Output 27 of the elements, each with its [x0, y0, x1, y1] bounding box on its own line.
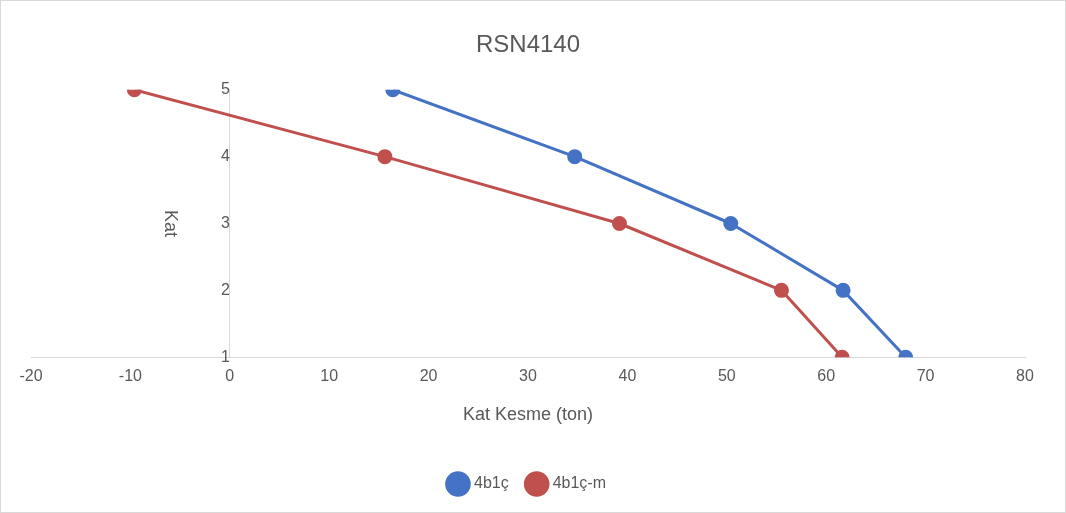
x-tick-label: -10 — [118, 367, 143, 385]
point — [567, 149, 583, 165]
x-tick-label: -20 — [19, 367, 43, 385]
point — [377, 149, 393, 165]
point — [611, 216, 627, 231]
x-tick-label: 20 — [419, 367, 438, 385]
x-tick-label: 10 — [320, 367, 339, 385]
x-tick-label: 40 — [618, 367, 637, 385]
x-tick-label: 60 — [817, 367, 836, 385]
y-axis-title: Kat — [161, 209, 182, 238]
x-tick-label: 0 — [225, 367, 235, 385]
legend-label: 4b1ç — [473, 474, 509, 492]
point — [835, 282, 851, 298]
x-tick-label: 30 — [519, 367, 537, 385]
y-tick-label: 5 — [220, 80, 230, 98]
x-axis-title: Kat Kesme (ton) — [462, 404, 594, 425]
point — [723, 216, 739, 231]
x-tick-label: 70 — [916, 367, 935, 385]
y-tick-label: 3 — [220, 213, 230, 231]
x-tick-label: 80 — [1016, 367, 1034, 385]
x-tick-label: 50 — [717, 367, 736, 385]
legend-label: 4b1ç-m — [552, 474, 607, 492]
y-tick-label: 4 — [220, 147, 230, 165]
y-tick-label: 2 — [220, 280, 230, 298]
y-tick-label: 1 — [220, 347, 230, 365]
point — [773, 282, 789, 298]
chart-title: RSN4140 — [475, 30, 581, 58]
